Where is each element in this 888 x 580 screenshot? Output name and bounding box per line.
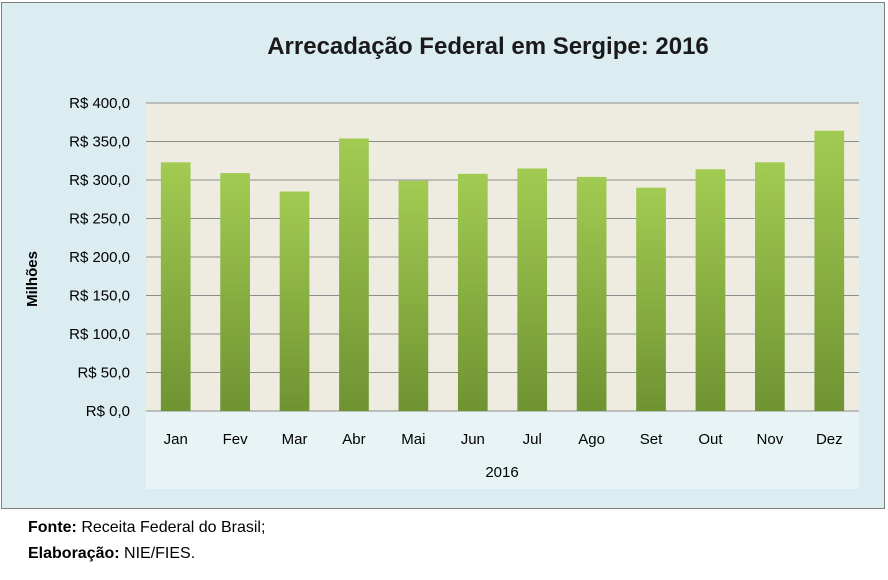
gridlines xyxy=(146,102,859,412)
chart-frame: R$ 0,0 R$ 50,0 R$ 100,0 R$ 150,0 R$ 200,0 R$ … xyxy=(1,2,885,509)
bar-ago xyxy=(576,176,607,411)
y-axis-label: Milhões xyxy=(24,251,41,307)
source-text: Receita Federal do Brasil; xyxy=(76,519,266,536)
y-axis-ticks: R$ 0,0 R$ 50,0 R$ 100,0 R$ 150,0 R$ 200,0 R$ … xyxy=(69,95,130,420)
bar-mai xyxy=(398,180,429,411)
chart-title: Arrecadação Federal em Sergipe: 2016 xyxy=(267,33,709,60)
y-tick-label: R$ 300,0 xyxy=(69,172,130,189)
y-tick-label: R$ 250,0 xyxy=(69,211,130,228)
y-tick-label: R$ 400,0 xyxy=(69,95,130,112)
x-tick-label: Jun xyxy=(461,431,485,448)
x-tick-label: Jul xyxy=(523,431,542,448)
x-tick-label: Nov xyxy=(757,431,784,448)
x-tick-label: Fev xyxy=(223,431,249,448)
y-tick-label: R$ 200,0 xyxy=(69,249,130,266)
y-tick-label: R$ 150,0 xyxy=(69,288,130,305)
y-tick-label: R$ 50,0 xyxy=(77,365,130,382)
credit-line: Elaboração: NIE/FIES. xyxy=(28,545,195,563)
y-tick-label: R$ 0,0 xyxy=(86,403,130,420)
bar-chart: R$ 0,0 R$ 50,0 R$ 100,0 R$ 150,0 R$ 200,0 R$ … xyxy=(24,33,859,489)
category-axis-band xyxy=(146,411,859,489)
bar-abr xyxy=(339,138,369,412)
y-tick-label: R$ 350,0 xyxy=(69,134,130,151)
x-tick-label: Out xyxy=(698,431,723,448)
x-axis-ticks: Jan Fev Mar Abr Mai Jun Jul Ago Set Out Nov Dez xyxy=(164,431,843,448)
x-tick-label: Mar xyxy=(282,431,308,448)
x-tick-label: Mai xyxy=(401,431,425,448)
bar-set xyxy=(636,187,666,411)
x-tick-label: Jan xyxy=(164,431,188,448)
bar-dez xyxy=(814,130,845,411)
source-line: Fonte: Receita Federal do Brasil; xyxy=(28,519,265,537)
y-tick-label: R$ 100,0 xyxy=(69,326,130,343)
bar-jun xyxy=(457,173,488,411)
bar-jul xyxy=(517,168,548,411)
bar-mar xyxy=(279,191,310,411)
x-tick-label: Set xyxy=(640,431,663,448)
bar-jan xyxy=(160,162,191,411)
x-tick-label: Ago xyxy=(578,431,605,448)
x-tick-label: Abr xyxy=(342,431,365,448)
bar-nov xyxy=(755,162,785,411)
bars xyxy=(160,130,845,412)
source-label: Fonte: xyxy=(28,519,77,536)
credit-label: Elaboração: xyxy=(28,545,120,562)
bar-fev xyxy=(220,173,250,411)
bar-out xyxy=(695,169,726,411)
x-tick-label: Dez xyxy=(816,431,843,448)
x-axis-label: 2016 xyxy=(485,464,518,481)
credit-text: NIE/FIES. xyxy=(119,545,196,562)
